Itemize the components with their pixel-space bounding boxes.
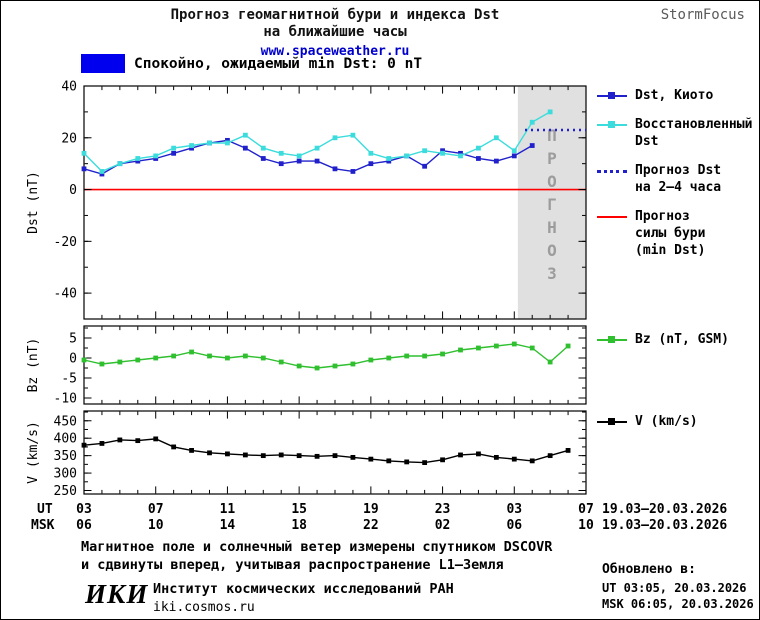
x-tick-label: 14 <box>219 518 236 533</box>
svg-text:350: 350 <box>54 449 77 464</box>
footer-note-line2: и сдвинуты вперед, учитывая распростране… <box>81 557 504 573</box>
svg-text:О: О <box>547 172 557 191</box>
svg-text:-20: -20 <box>54 235 77 250</box>
svg-text:40: 40 <box>61 80 77 95</box>
legend-label: Bz (nT, GSM) <box>635 332 729 347</box>
x-tick-label: 02 <box>434 518 451 533</box>
x-tick-label: 03 <box>506 502 523 517</box>
svg-text:20: 20 <box>61 131 77 146</box>
iki-logo: ИКИ <box>85 579 149 609</box>
svg-text:-40: -40 <box>54 287 77 302</box>
svg-text:З: З <box>547 264 557 283</box>
svg-text:-5: -5 <box>61 372 77 387</box>
svg-text:Bz (nT): Bz (nT) <box>26 338 41 393</box>
legend-label: Dst, Киото <box>635 88 714 103</box>
x-axis-ut-row: UT 19.03–20.03.2026 03 07 11 15 19 23 03 07 <box>1 502 759 518</box>
page-title: Прогноз геомагнитной бури и индекса Dst <box>170 7 500 23</box>
svg-text:Н: Н <box>547 218 557 237</box>
line-sample <box>597 418 627 425</box>
x-axis-msk-row: MSK 19.03–20.03.2026 06 10 14 18 22 02 06 10 <box>1 518 759 534</box>
x-tick-label: 10 <box>578 518 594 533</box>
legend-item: Прогноз силы бури (min Dst) <box>597 208 759 259</box>
svg-text:0: 0 <box>69 352 77 367</box>
institute-name: Институт космических исследований РАН <box>153 581 454 597</box>
legend-item: Bz (nT, GSM) <box>597 331 759 348</box>
header: Прогноз геомагнитной бури и индекса Dst … <box>1 7 669 59</box>
ut-date-range: 19.03–20.03.2026 <box>602 502 728 517</box>
line-sample <box>597 121 627 128</box>
x-tick-label: 19 <box>363 502 379 517</box>
svg-text:П: П <box>547 126 557 145</box>
square-marker-icon <box>608 418 615 425</box>
square-marker-icon <box>608 336 615 343</box>
x-tick-label: 07 <box>578 502 594 517</box>
svg-text:5: 5 <box>69 332 77 347</box>
updated-heading: Обновлено в: <box>602 562 696 577</box>
line-sample <box>597 336 627 343</box>
legend-label: V (km/s) <box>635 414 698 429</box>
legend-label: Восстановленный Dst <box>635 117 753 149</box>
x-tick-label: 18 <box>291 518 307 533</box>
legend-item: V (km/s) <box>597 413 759 430</box>
line-sample <box>597 216 627 218</box>
legend-label: Прогноз силы бури (min Dst) <box>635 209 706 258</box>
legend-v: V (km/s) <box>597 413 759 442</box>
ut-axis-label: UT <box>37 502 53 517</box>
status-text: Спокойно, ожидаемый min Dst: 0 nT <box>134 55 423 72</box>
msk-axis-label: MSK <box>31 518 55 533</box>
brand-label: StormFocus <box>660 7 745 23</box>
website-label: www.spaceweather.ru <box>260 44 410 59</box>
svg-text:Dst (nT): Dst (nT) <box>26 171 41 234</box>
updated-msk: MSK 06:05, 20.03.2026 <box>602 597 754 611</box>
x-tick-label: 11 <box>219 502 236 517</box>
x-tick-label: 23 <box>434 502 451 517</box>
legend-item: Прогноз Dst на 2–4 часа <box>597 162 759 196</box>
x-tick-label: 15 <box>291 502 307 517</box>
svg-text:V (km/s): V (km/s) <box>26 421 41 484</box>
svg-text:О: О <box>547 241 557 260</box>
svg-text:Р: Р <box>547 149 557 168</box>
line-sample <box>597 92 627 99</box>
legend-label: Прогноз Dst на 2–4 часа <box>635 163 722 195</box>
legend-dst: Dst, Киото Восстановленный Dst Прогноз Dst… <box>597 87 759 271</box>
legend-item: Восстановленный Dst <box>597 116 759 150</box>
svg-text:-10: -10 <box>54 392 77 407</box>
svg-text:Г: Г <box>547 195 557 214</box>
svg-text:300: 300 <box>54 467 77 482</box>
svg-text:450: 450 <box>54 414 77 429</box>
x-tick-label: 06 <box>506 518 523 533</box>
svg-text:400: 400 <box>54 432 77 447</box>
x-tick-label: 22 <box>363 518 379 533</box>
dotted-line-sample <box>597 170 627 173</box>
legend-bz: Bz (nT, GSM) <box>597 331 759 360</box>
page-subtitle: на ближайшие часы <box>263 24 407 40</box>
x-tick-label: 03 <box>76 502 92 517</box>
x-tick-label: 06 <box>76 518 92 533</box>
square-marker-icon <box>608 92 615 99</box>
svg-text:250: 250 <box>54 484 77 499</box>
legend-item: Dst, Киото <box>597 87 759 104</box>
quiet-level-swatch <box>81 54 125 73</box>
footer-note-line1: Магнитное поле и солнечный ветер измерен… <box>81 539 553 555</box>
x-tick-label: 10 <box>147 518 164 533</box>
updated-ut: UT 03:05, 20.03.2026 <box>602 581 747 595</box>
status-banner: Спокойно, ожидаемый min Dst: 0 nT <box>81 54 422 73</box>
msk-date-range: 19.03–20.03.2026 <box>602 518 728 533</box>
institute-site: iki.cosmos.ru <box>153 600 255 615</box>
x-tick-label: 07 <box>147 502 164 517</box>
svg-text:0: 0 <box>69 183 77 198</box>
square-marker-icon <box>608 121 615 128</box>
